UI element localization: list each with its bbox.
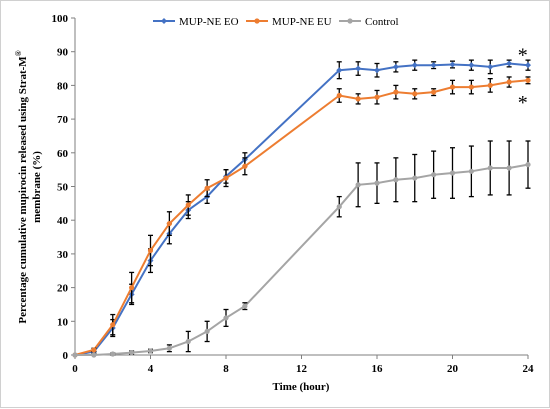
data-point xyxy=(72,352,78,358)
data-point xyxy=(336,67,343,74)
x-tick-label: 16 xyxy=(372,363,384,375)
data-point xyxy=(336,204,342,210)
data-point xyxy=(487,165,493,171)
plot-area xyxy=(72,59,531,358)
legend-swatch-marker xyxy=(161,18,167,24)
data-point xyxy=(412,175,418,181)
y-tick-label: 20 xyxy=(57,283,69,295)
legend-label: MUP-NE EU xyxy=(272,16,332,28)
legend-swatch-marker xyxy=(254,18,260,24)
y-tick-label: 70 xyxy=(57,114,69,126)
y-tick-label: 0 xyxy=(63,350,69,362)
data-point xyxy=(393,89,399,95)
data-point xyxy=(242,303,248,309)
data-point xyxy=(392,63,399,70)
data-point xyxy=(412,91,418,97)
data-point xyxy=(431,89,437,95)
series-control xyxy=(72,140,531,358)
legend-swatch-marker xyxy=(347,18,353,24)
significance-asterisk: * xyxy=(518,45,528,67)
series-line xyxy=(74,79,529,356)
data-point xyxy=(129,285,135,291)
x-tick-label: 20 xyxy=(447,363,459,375)
x-tick-label: 4 xyxy=(148,363,154,375)
series-mup-ne-eo xyxy=(72,59,531,358)
data-point xyxy=(355,65,362,72)
data-point xyxy=(506,79,512,85)
data-point xyxy=(185,202,191,208)
annotations: ** xyxy=(518,45,528,114)
legend-entry: Control xyxy=(339,16,399,28)
data-point xyxy=(204,328,210,335)
y-tick-label: 80 xyxy=(57,80,69,92)
data-point xyxy=(468,62,475,69)
legend-entry: MUP-NE EU xyxy=(246,16,332,28)
series-line xyxy=(74,62,529,356)
ticks: 0 10 20 30 40 50 60 70 80 90 100 0 4 8 12 16 20 24 xyxy=(52,13,535,375)
legend-entry: MUP-NE EO xyxy=(153,16,239,28)
data-point xyxy=(110,351,116,357)
data-point xyxy=(411,62,418,69)
data-point xyxy=(487,63,494,70)
data-point xyxy=(525,77,531,83)
data-point xyxy=(449,61,456,68)
data-point xyxy=(355,96,361,102)
y-axis-title-main: Percentage cumulative mupirocin released… xyxy=(17,56,29,324)
x-tick-label: 24 xyxy=(523,363,535,375)
data-point xyxy=(374,180,380,186)
y-axis-title-superscript: ® xyxy=(14,50,23,56)
data-point xyxy=(166,345,172,351)
data-point xyxy=(487,82,493,88)
data-point xyxy=(147,348,154,354)
data-point xyxy=(336,92,342,99)
data-point xyxy=(506,165,512,171)
data-point xyxy=(374,67,380,74)
data-point xyxy=(374,94,380,100)
data-point xyxy=(242,163,248,169)
legend: MUP-NE EO MUP-NE EU Control xyxy=(153,16,399,28)
legend-label: MUP-NE EO xyxy=(179,16,239,28)
data-point xyxy=(185,338,191,345)
data-point xyxy=(147,247,154,254)
data-point xyxy=(449,84,456,90)
axes xyxy=(74,18,528,356)
data-point xyxy=(430,62,437,69)
x-tick-label: 12 xyxy=(296,363,308,375)
data-point xyxy=(223,175,229,181)
series-mup-ne-eu xyxy=(72,76,531,358)
y-tick-label: 10 xyxy=(57,316,69,328)
data-point xyxy=(204,185,210,191)
y-tick-label: 30 xyxy=(57,249,69,261)
y-axis-title-line2: membrane (%) xyxy=(31,151,43,223)
y-tick-label: 100 xyxy=(52,13,69,25)
data-point xyxy=(431,172,437,178)
data-point xyxy=(91,352,97,358)
data-point xyxy=(355,182,361,188)
legend-label: Control xyxy=(365,16,399,28)
significance-asterisk: * xyxy=(518,92,528,114)
y-tick-label: 90 xyxy=(57,47,69,59)
data-point xyxy=(166,220,172,227)
data-point xyxy=(223,315,229,321)
data-point xyxy=(91,347,97,353)
y-tick-label: 40 xyxy=(57,215,69,227)
data-point xyxy=(393,177,399,183)
data-point xyxy=(506,60,513,67)
data-point xyxy=(129,350,135,356)
data-point xyxy=(110,322,116,328)
y-axis-title: Percentage cumulative mupirocin released… xyxy=(14,50,29,323)
x-axis-title: Time (hour) xyxy=(273,381,330,393)
data-point xyxy=(468,84,474,90)
data-point xyxy=(525,62,531,69)
data-point xyxy=(449,170,456,176)
series-line xyxy=(75,163,529,356)
y-tick-label: 50 xyxy=(57,182,69,194)
y-tick-label: 60 xyxy=(57,148,69,160)
data-point xyxy=(468,168,474,174)
x-tick-label: 0 xyxy=(72,363,78,375)
x-tick-label: 8 xyxy=(223,363,229,375)
data-point xyxy=(525,161,531,168)
